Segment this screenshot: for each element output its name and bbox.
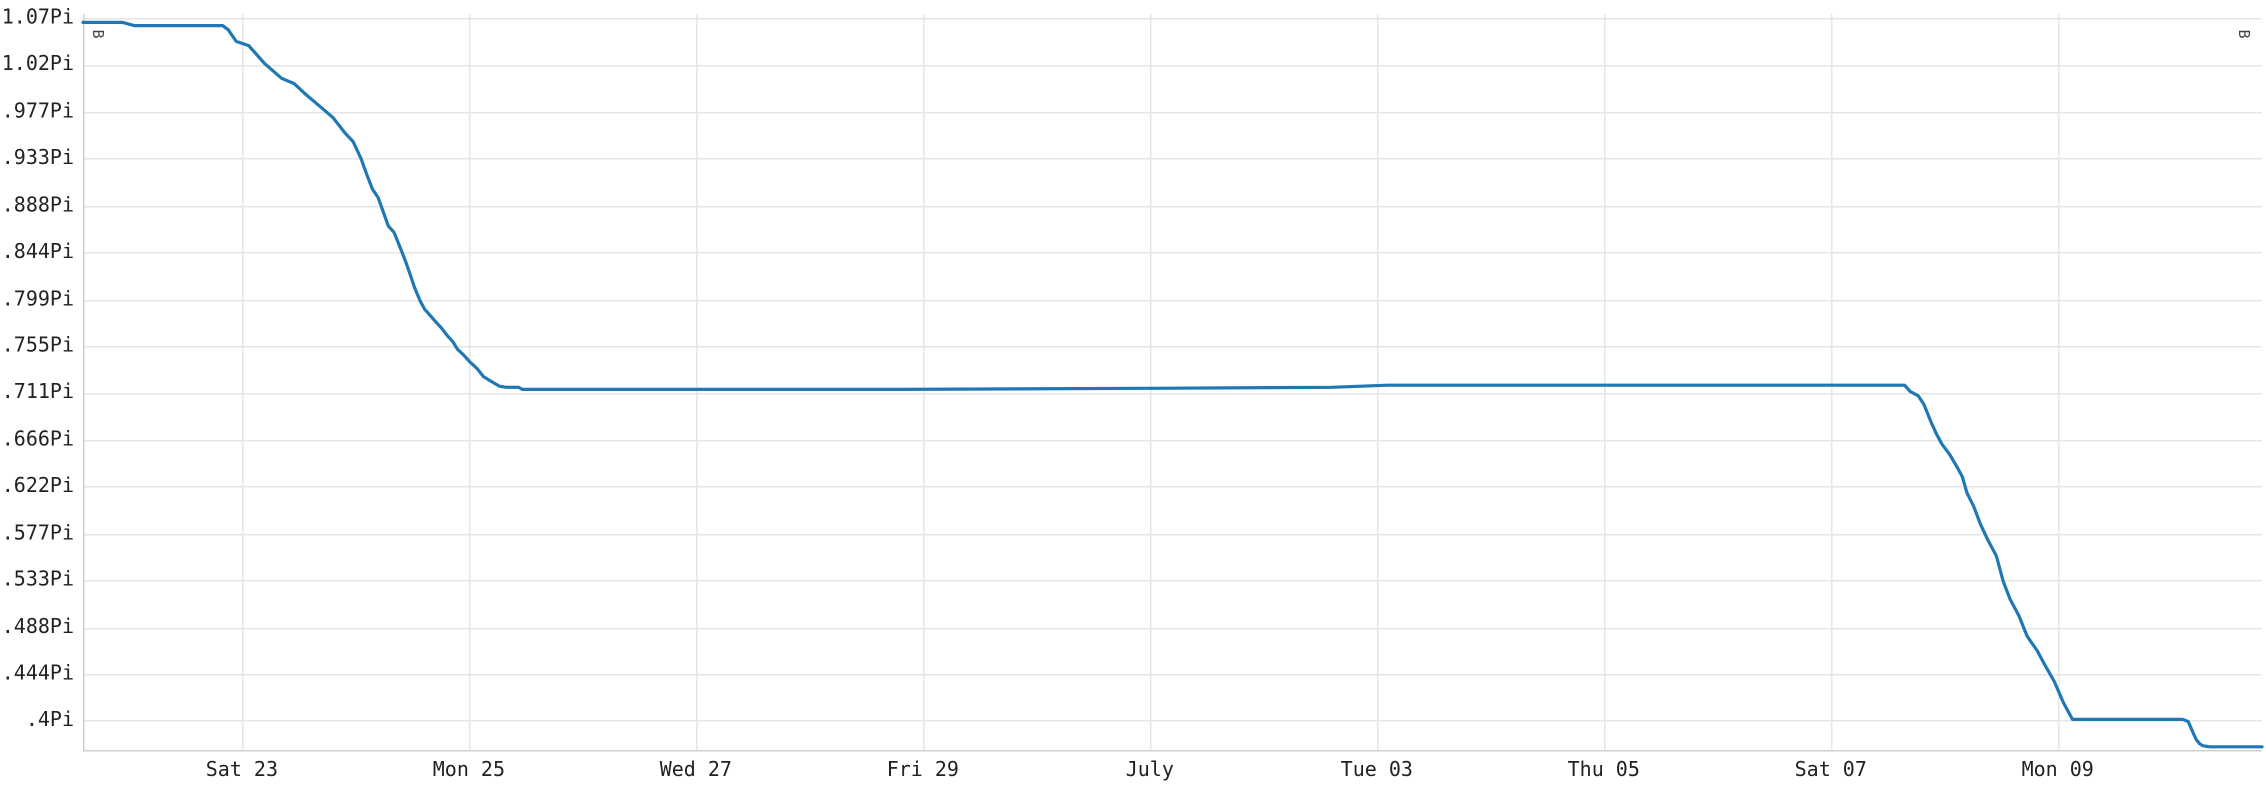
x-axis-tick-labels: Sat 23 Mon 25 Wed 27 Fri 29 July Tue 03 Thu 05… <box>206 757 2094 781</box>
x-tick-label-6: Thu 05 <box>1568 757 1640 781</box>
x-tick-label-2: Wed 27 <box>660 757 732 781</box>
corner-marker-right: B <box>2235 29 2253 38</box>
y-tick-label-3: .933Pi <box>2 145 74 169</box>
x-tick-label-8: Mon 09 <box>2022 757 2094 781</box>
y-tick-label-7: .755Pi <box>2 333 74 357</box>
horizontal-gridlines <box>83 17 2262 722</box>
y-tick-label-12: .533Pi <box>2 567 74 591</box>
y-tick-label-15: .4Pi <box>26 707 74 731</box>
y-tick-label-9: .666Pi <box>2 426 74 450</box>
series-group <box>81 20 2264 749</box>
y-tick-label-14: .444Pi <box>2 661 74 685</box>
y-tick-label-8: .711Pi <box>2 379 74 403</box>
x-tick-label-5: Tue 03 <box>1341 757 1413 781</box>
y-tick-label-4: .888Pi <box>2 192 74 216</box>
series-line-0 <box>81 20 2264 749</box>
x-tick-label-4: July <box>1126 757 1174 781</box>
y-tick-label-6: .799Pi <box>2 286 74 310</box>
y-tick-label-11: .577Pi <box>2 520 74 544</box>
x-tick-label-3: Fri 29 <box>887 757 959 781</box>
y-tick-label-10: .622Pi <box>2 473 74 497</box>
y-tick-label-2: .977Pi <box>2 99 74 123</box>
corner-marker-left: B <box>89 29 107 38</box>
y-tick-label-1: 1.02Pi <box>2 51 74 75</box>
y-tick-label-0: 1.07Pi <box>2 5 74 29</box>
y-tick-label-5: .844Pi <box>2 239 74 263</box>
x-tick-label-0: Sat 23 <box>206 757 278 781</box>
x-tick-label-7: Sat 07 <box>1795 757 1867 781</box>
y-tick-label-13: .488Pi <box>2 614 74 638</box>
vertical-gridlines <box>241 14 2060 750</box>
y-axis-tick-labels: 1.07Pi 1.02Pi .977Pi .933Pi .888Pi .844Pi .799… <box>2 5 74 731</box>
x-tick-label-1: Mon 25 <box>433 757 505 781</box>
